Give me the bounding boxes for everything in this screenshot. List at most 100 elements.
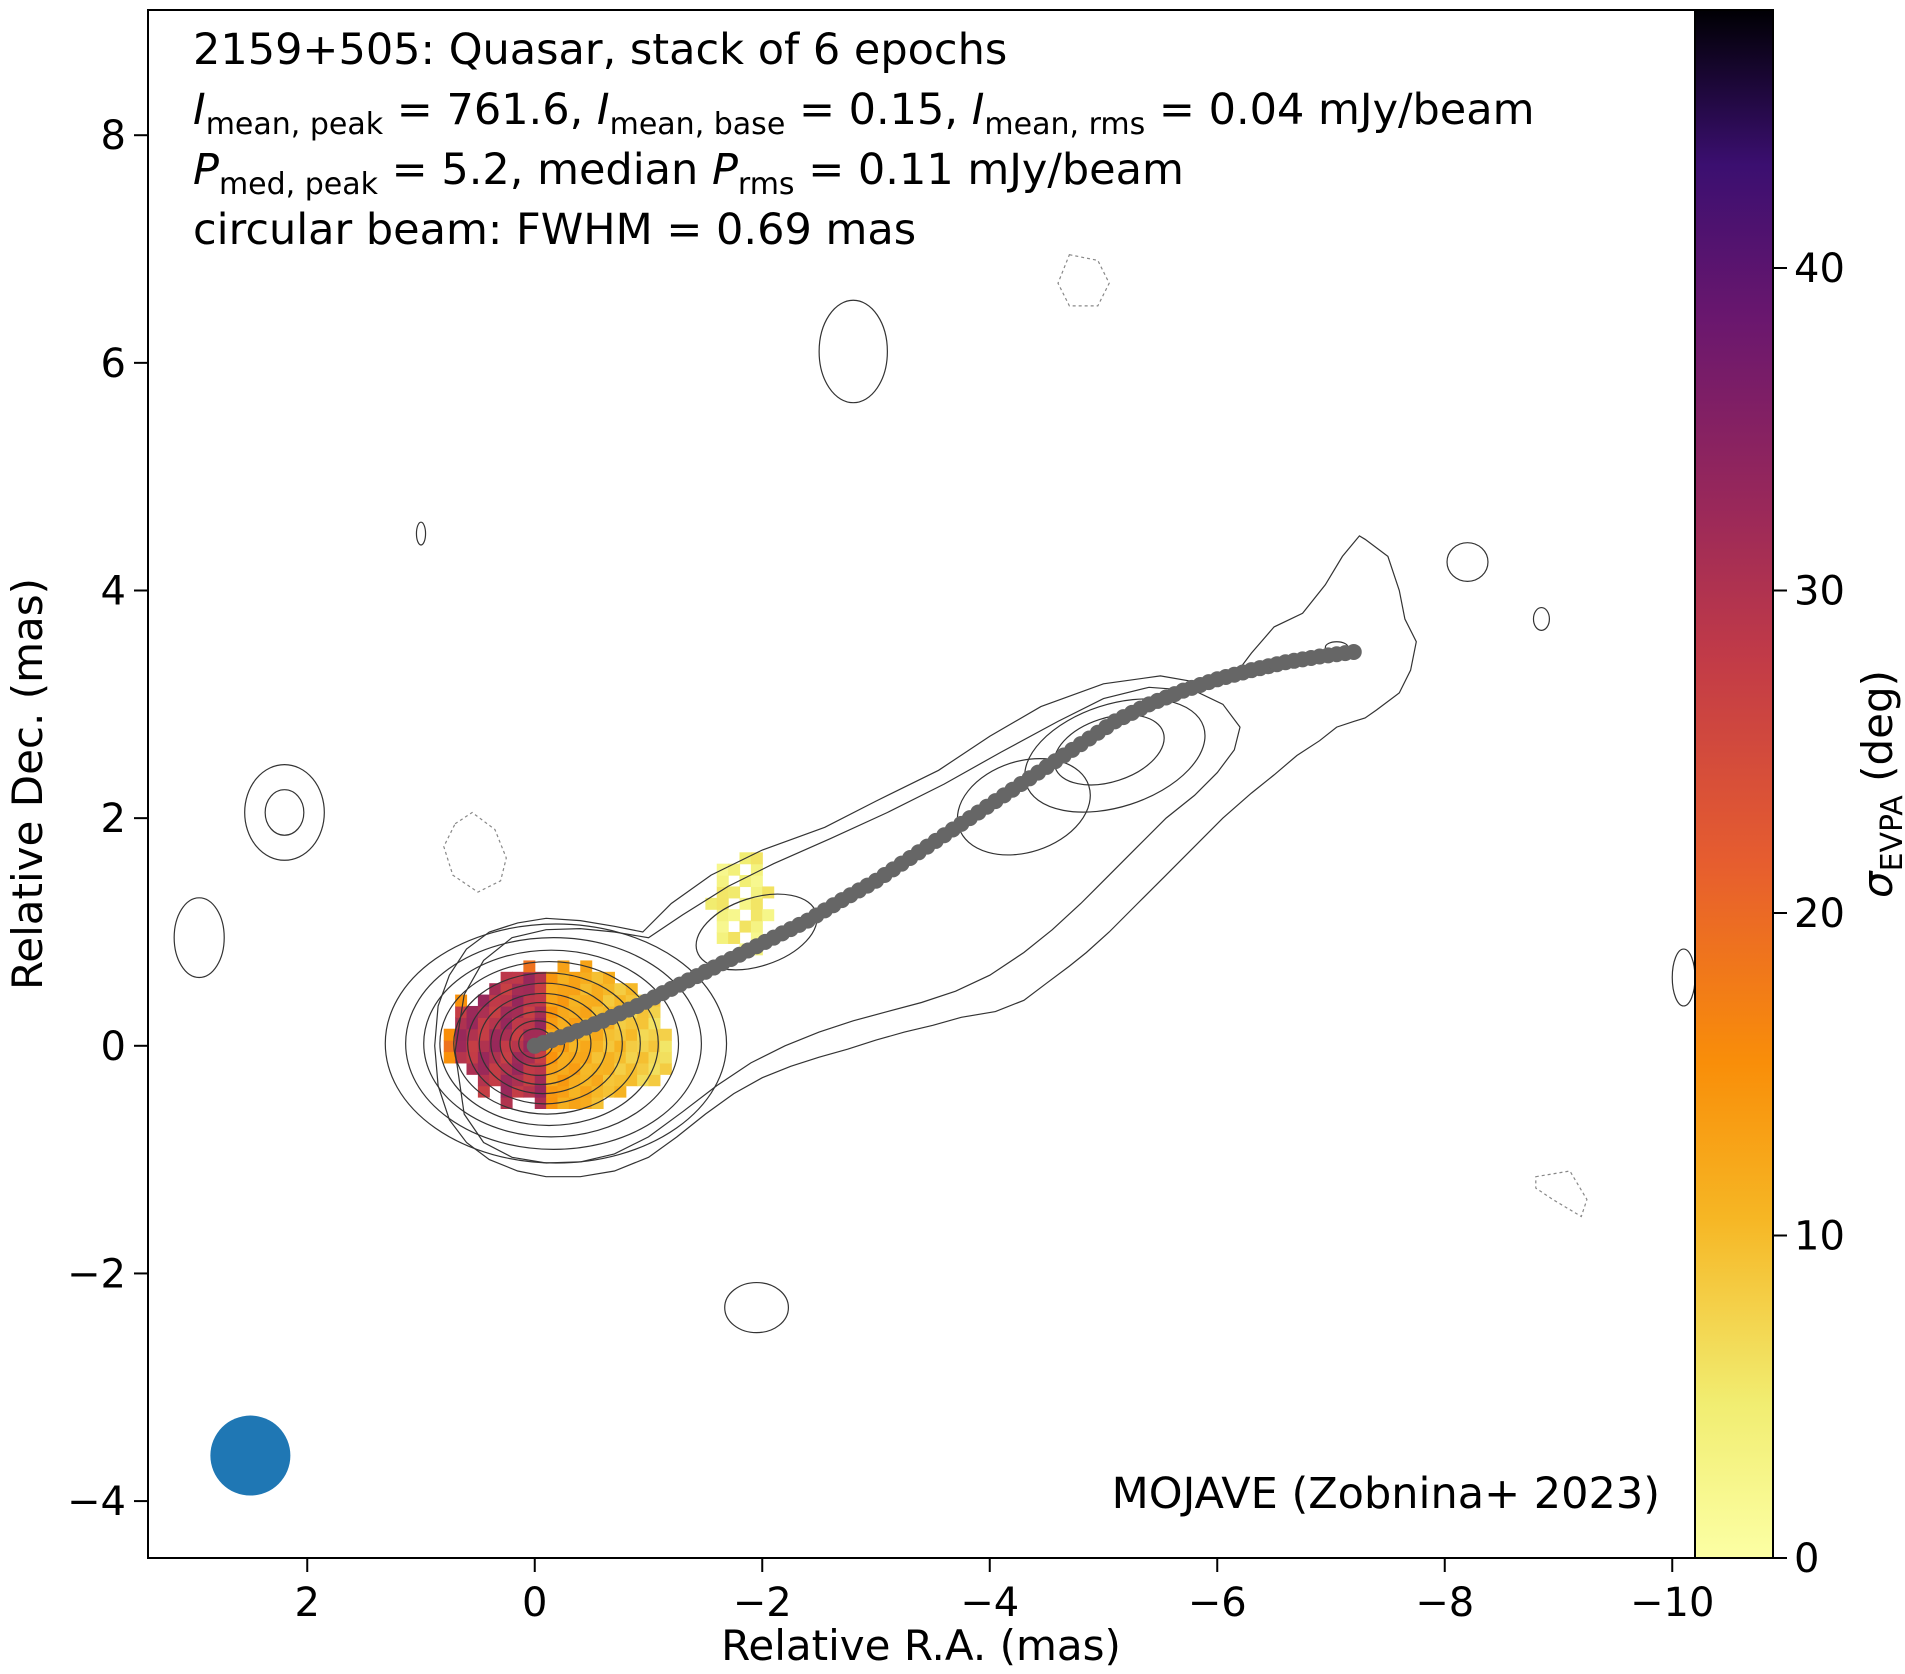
pol-pixel [512,1040,524,1053]
colorbar-tick-label: 40 [1794,246,1845,292]
pol-pixel [512,1017,524,1030]
pol-pixel [455,1040,468,1053]
pol-pixel [546,1074,559,1087]
pol-pixel [728,886,741,899]
annotation-line: circular beam: FWHM = 0.69 mas [193,205,916,255]
pol-pixel [523,1017,536,1030]
pol-pixel [625,1017,638,1030]
x-tick-label: −10 [1630,1580,1714,1626]
pol-pixel [580,1097,593,1109]
pol-pixel [625,1051,638,1064]
pol-pixel [512,983,524,996]
pol-pixel [557,1051,570,1064]
pol-pixel [477,1005,490,1018]
pol-pixel [477,994,490,1007]
pol-pixel [500,1028,513,1041]
pol-pixel [750,920,763,933]
pol-pixel [568,1005,581,1018]
pol-pixel [591,994,604,1007]
pol-pixel [728,909,741,922]
pol-pixel [591,1085,604,1098]
pol-pixel [591,1074,604,1087]
beam-circle [210,1415,291,1496]
pol-pixel [500,1074,513,1087]
pol-pixel [728,931,741,944]
pol-pixel [500,1062,513,1075]
pol-pixel [591,1005,604,1018]
pol-pixel [489,1074,502,1087]
pol-pixel [716,920,729,933]
contour-line [818,299,888,404]
annotation-part: mean, base [610,107,786,142]
x-tick-label: −6 [1188,1580,1247,1626]
pol-pixel [648,1005,661,1018]
pol-pixel [557,994,570,1007]
contour-line [724,1281,790,1334]
annotation-part: mean, rms [984,107,1145,142]
pol-pixel [614,983,627,996]
pol-pixel [580,971,593,984]
pol-pixel [637,1005,650,1018]
pol-pixel [500,983,513,996]
pol-pixel [455,994,468,1007]
y-tick-label: 4 [101,569,126,615]
pol-pixel [466,1040,479,1053]
pol-pixel [614,1040,627,1053]
pol-pixel [455,1028,468,1041]
pol-pixel [534,1017,547,1030]
pol-pixel [523,971,536,984]
pol-pixel [580,1062,593,1075]
pol-pixel [455,1017,468,1030]
contour-line [1671,948,1695,1007]
colorbar-ticks: 0 10 20 30 40 [1773,246,1845,1582]
pol-pixel [625,1028,638,1041]
ridgeline [526,643,1362,1054]
pol-pixel [557,971,570,984]
pol-pixel [534,1062,547,1075]
pol-pixel [489,983,502,996]
x-tick-label: 2 [295,1580,320,1626]
annotation-part: P [712,145,738,195]
contour-line [423,949,680,1138]
annotation-part: I [597,85,610,135]
pol-pixel [489,994,502,1007]
pol-pixel [603,1062,615,1075]
x-tick-label: −2 [733,1580,792,1626]
pol-pixel [523,960,536,973]
pol-pixel [580,1085,593,1098]
pol-pixel [568,1085,581,1098]
pol-pixel [648,1062,661,1075]
pol-pixel [443,1040,456,1053]
annotation-part: = 5.2, median [378,145,712,195]
pol-pixel [659,1040,672,1053]
pol-pixel [750,909,763,922]
annotation-block: 2159+505: Quasar, stack of 6 epochs Imean… [193,25,1535,255]
pol-pixel [534,1085,547,1098]
pol-pixel [477,1085,490,1098]
annotation-part: P [193,145,219,195]
pol-pixel [546,1097,559,1109]
contour-line [467,982,623,1105]
pol-pixel [500,1051,513,1064]
pol-pixel [466,1005,479,1018]
colorbar-tick-label: 30 [1794,569,1845,615]
pol-pixel [557,1040,570,1053]
x-axis-ticks: 2 0 −2 −4 −6 −8 −10 [295,1558,1714,1626]
contour-line [405,937,702,1150]
pol-pixel [546,1085,559,1098]
annotation-part: med, peak [219,167,379,202]
plot-area [173,254,1695,1496]
colorbar-tick-label: 20 [1794,891,1845,937]
pol-pixel [591,1040,604,1053]
annotation-line: Pmed, peak = 5.2, median Prms = 0.11 mJy… [193,145,1184,202]
pol-pixel [614,1074,627,1087]
pol-pixel [546,1051,559,1064]
pol-pixel [477,1028,490,1041]
pol-pixel [614,1028,627,1041]
pol-pixel [659,1051,672,1064]
pol-pixel [568,1040,581,1053]
colorbar-tick-label: 10 [1794,1214,1845,1260]
contour-line [956,758,1091,856]
x-tick-label: −4 [960,1580,1019,1626]
